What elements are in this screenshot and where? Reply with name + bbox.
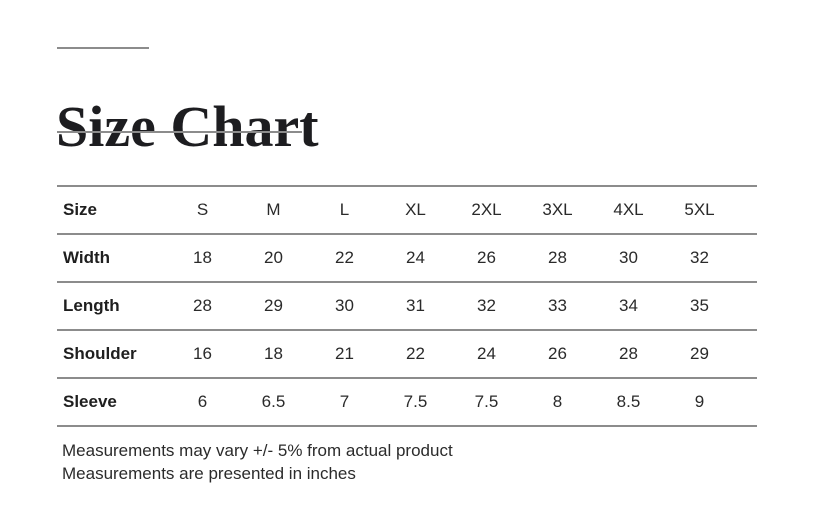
size-value-cell: 7.5 [474, 392, 499, 411]
column-header-xl: XL [405, 200, 426, 219]
size-value-cell: 32 [690, 248, 709, 267]
measurement-note-variance: Measurements may vary +/- 5% from actual… [62, 441, 453, 460]
size-value-cell: 7 [339, 392, 350, 411]
size-value-cell: 28 [548, 248, 567, 267]
row-label-sleeve: Sleeve [63, 392, 117, 411]
size-value-cell: 29 [264, 296, 283, 315]
size-chart-table: Size S M L XL 2XL 3XL 4XL 5XL Width 18 2… [57, 185, 757, 427]
column-header-4xl: 4XL [613, 200, 644, 219]
size-value-cell: 16 [193, 344, 212, 363]
row-label-width: Width [63, 248, 111, 267]
row-label-length: Length [63, 296, 120, 315]
size-value-cell: 26 [477, 248, 496, 267]
size-value-cell: 24 [406, 248, 425, 267]
accent-rule [57, 47, 149, 49]
size-value-cell: 26 [548, 344, 567, 363]
column-header-3xl: 3XL [542, 200, 573, 219]
size-value-cell: 20 [264, 248, 283, 267]
spacer-cell [735, 234, 757, 282]
size-value-cell: 18 [193, 248, 212, 267]
column-header-2xl: 2XL [471, 200, 502, 219]
table-header-row: Size S M L XL 2XL 3XL 4XL 5XL [57, 186, 757, 234]
spacer-cell [735, 282, 757, 330]
size-value-cell: 8.5 [616, 392, 641, 411]
size-value-cell: 9 [694, 392, 705, 411]
size-value-cell: 35 [690, 296, 709, 315]
size-value-cell: 21 [335, 344, 354, 363]
size-value-cell: 33 [548, 296, 567, 315]
size-value-cell: 28 [193, 296, 212, 315]
spacer-cell [735, 186, 757, 234]
size-value-cell: 32 [477, 296, 496, 315]
measurement-note-units: Measurements are presented in inches [62, 464, 356, 483]
size-value-cell: 31 [406, 296, 425, 315]
size-value-cell: 8 [552, 392, 563, 411]
size-value-cell: 22 [406, 344, 425, 363]
size-value-cell: 24 [477, 344, 496, 363]
spacer-cell [735, 330, 757, 378]
size-table-container: Size S M L XL 2XL 3XL 4XL 5XL Width 18 2… [57, 185, 757, 427]
size-value-cell: 34 [619, 296, 638, 315]
size-value-cell: 6.5 [261, 392, 286, 411]
size-value-cell: 29 [690, 344, 709, 363]
row-label-shoulder: Shoulder [63, 344, 137, 363]
column-header-size: Size [63, 200, 98, 219]
size-value-cell: 30 [335, 296, 354, 315]
table-row-length: Length 28 29 30 31 32 33 34 35 [57, 282, 757, 330]
table-row-width: Width 18 20 22 24 26 28 30 32 [57, 234, 757, 282]
column-header-s: S [196, 200, 209, 219]
title-underline-rule [57, 131, 302, 133]
size-value-cell: 6 [197, 392, 208, 411]
size-value-cell: 18 [264, 344, 283, 363]
column-header-l: L [339, 200, 350, 219]
size-value-cell: 22 [335, 248, 354, 267]
size-value-cell: 30 [619, 248, 638, 267]
spacer-cell [735, 378, 757, 426]
size-value-cell: 7.5 [403, 392, 428, 411]
column-header-m: M [266, 200, 281, 219]
page-title: Size Chart [56, 93, 319, 159]
measurement-notes: Measurements may vary +/- 5% from actual… [62, 439, 453, 485]
table-row-sleeve: Sleeve 6 6.5 7 7.5 7.5 8 8.5 9 [57, 378, 757, 426]
size-value-cell: 28 [619, 344, 638, 363]
column-header-5xl: 5XL [684, 200, 715, 219]
table-row-shoulder: Shoulder 16 18 21 22 24 26 28 29 [57, 330, 757, 378]
